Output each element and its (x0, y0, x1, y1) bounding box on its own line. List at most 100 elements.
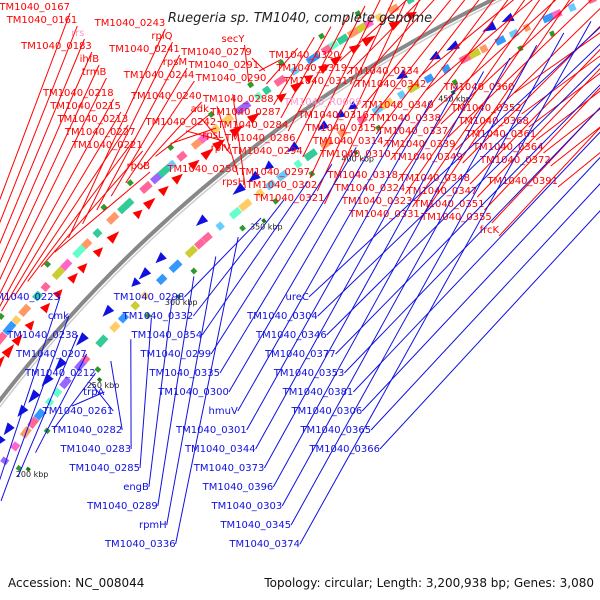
gene-callout[interactable]: TM1040_0349 (391, 0, 600, 164)
gene-callout[interactable]: TM1040_0314 (312, 0, 561, 148)
gene-callout[interactable]: rpoB (54, 161, 151, 253)
gene-label[interactable]: TM1040_0207 (15, 349, 87, 360)
gene-label[interactable]: TM1040_0284 (217, 120, 289, 131)
gene-label[interactable]: TM1040_0342 (355, 79, 427, 90)
gene-label[interactable]: TM1040_0213 (57, 114, 129, 125)
gene-callout[interactable]: TM1040_0243 (68, 18, 166, 239)
gene-label[interactable]: TM1040_0290 (195, 73, 267, 84)
gene-callout[interactable]: TM1040_0301 (175, 99, 433, 436)
gene-label[interactable]: TM1040_0288 (202, 94, 274, 105)
gene-label[interactable]: TM1040_0354 (131, 330, 203, 341)
gene-label[interactable]: TM1040_0238 (6, 330, 78, 341)
gene-callout[interactable]: TM1040_0320 (268, 0, 452, 62)
gene-label[interactable]: rpoB (127, 161, 151, 172)
gene-callout[interactable]: TM1040_0340 (362, 0, 600, 112)
gene-label[interactable]: TM1040_0261 (42, 406, 114, 417)
gene-label[interactable]: TM1040_0336 (104, 539, 176, 550)
gene-callout[interactable]: TM1040_0345 (219, 32, 565, 531)
gene-label[interactable]: TM1040_0346 (255, 330, 327, 341)
gene-callout[interactable]: TM1040_0377 (264, 0, 600, 360)
gene-label[interactable]: TM1040_0183 (20, 41, 92, 52)
gene-callout[interactable]: TM1040_0342 (355, 0, 600, 91)
gene-callout[interactable]: TM1040_0391 (486, 0, 600, 188)
gene-callout[interactable]: TM1040_0317 (283, 0, 488, 88)
gene-label[interactable]: TM1040_0365 (299, 425, 371, 436)
gene-callout[interactable]: TM1040_0289 (86, 276, 195, 512)
gene-callout[interactable]: TM1040_0285 (68, 317, 152, 474)
gene-label[interactable]: TM1040_0344 (184, 444, 256, 455)
gene-callout[interactable]: adk (155, 104, 210, 157)
gene-callout[interactable]: TM1040_0288 (202, 37, 315, 106)
gene-callout[interactable]: TM1040_0319 (275, 0, 470, 75)
gene-callout[interactable]: TM1040_0161 (0, 15, 78, 405)
gene-label[interactable]: TM1040_0289 (86, 501, 158, 512)
gene-callout[interactable]: TM1040_0299 (139, 163, 333, 360)
gene-callout[interactable]: TM1040_0331 (348, 0, 600, 221)
gene-label[interactable]: TM1040_0332 (122, 311, 194, 322)
gene-callout[interactable]: TM1040_0291 (187, 58, 282, 72)
gene-label[interactable]: TM1040_0240 (130, 91, 202, 102)
gene-label[interactable]: TM1040_0282 (51, 425, 123, 436)
gene-callout[interactable]: TM1040_0346 (255, 0, 600, 341)
gene-label[interactable]: TM1040_0352 (450, 103, 522, 114)
gene-callout[interactable]: TM1040_0335 (148, 147, 357, 379)
gene-label[interactable]: TM1040_0316 (297, 110, 369, 121)
gene-callout[interactable]: TM1040_0364 (472, 0, 600, 154)
gene-label[interactable]: TM1040_0310 (319, 149, 391, 160)
gene-callout[interactable]: cmk (0, 311, 70, 502)
gene-callout[interactable]: TM1040_0304 (246, 0, 600, 322)
gene-label[interactable]: trpA (83, 387, 104, 398)
gene-callout[interactable]: trmB (0, 67, 107, 342)
gene-label[interactable]: TM1040_0250 (166, 164, 238, 175)
gene-callout[interactable]: TM1040_0298 (113, 217, 262, 303)
gene-label[interactable]: TM1040_0396 (202, 482, 274, 493)
gene-label[interactable]: TM1040_0227 (64, 127, 136, 138)
gene-label[interactable]: TM1040_0360 (443, 82, 515, 93)
gene-callout[interactable]: frcK (480, 0, 600, 237)
gene-callout[interactable]: TM1040_0221 (40, 140, 144, 268)
gene-label[interactable]: TM1040_0242 (145, 117, 217, 128)
gene-label[interactable]: TM1040_0215 (49, 101, 121, 112)
gene-label[interactable]: TM1040_0317 (283, 76, 355, 87)
gene-label[interactable]: TM1040_0243 (94, 18, 166, 29)
gene-label[interactable]: TM1040_0348 (398, 173, 470, 184)
gene-callout[interactable]: TM1040_0240 (130, 91, 202, 170)
gene-label[interactable]: ureC (286, 292, 309, 303)
gene-label[interactable]: TM1040_0300 (157, 387, 229, 398)
gene-label[interactable]: rpmH (139, 520, 167, 531)
gene-callout[interactable]: TM1040_0344 (184, 85, 458, 456)
gene-callout[interactable]: TM1040_0396 (202, 57, 511, 493)
gene-callout[interactable]: TM1040_0354 (131, 181, 309, 341)
gene-label[interactable]: TM1040_0331 (348, 209, 420, 220)
gene-callout[interactable]: TM1040_0366 (308, 0, 600, 455)
gene-callout[interactable]: rplV (201, 118, 232, 155)
gene-label[interactable]: TM1040_0221 (71, 140, 143, 151)
gene-callout[interactable]: TM1040_0286 (224, 5, 366, 145)
gene-label[interactable]: TM1040_0334 (347, 66, 419, 77)
gene-callout[interactable]: TM1040_0250 (166, 106, 239, 176)
gene-callout[interactable]: TM1040_0261 (42, 382, 114, 417)
gene-callout[interactable]: TM1040_0218 (0, 88, 115, 327)
gene-callout[interactable]: TM1040_0294 (231, 0, 382, 158)
gene-label[interactable]: TM1040_0302 (246, 180, 318, 191)
gene-label[interactable]: TM1040_0304 (246, 311, 318, 322)
gene-label[interactable]: TM1040_0321 (253, 193, 325, 204)
gene-label[interactable]: ihfB (80, 54, 100, 65)
gene-label[interactable]: TM1040_0361 (465, 129, 537, 140)
gene-callout[interactable]: TM1040_0282 (51, 360, 123, 436)
gene-callout[interactable]: TM1040_0323 (341, 0, 600, 208)
gene-label[interactable]: TM1040_0338 (369, 113, 441, 124)
gene-label[interactable]: trmB (82, 67, 107, 78)
gene-callout[interactable]: TM1040_0365 (299, 0, 600, 436)
gene-callout[interactable]: TM1040_R0009 (283, 0, 506, 109)
gene-label[interactable]: TM1040_0306 (291, 406, 363, 417)
gene-callout[interactable]: trpA (71, 387, 105, 407)
gene-label[interactable]: rplV (211, 143, 231, 154)
gene-label[interactable]: TM1040_0315 (305, 123, 377, 134)
gene-label[interactable]: TM1040_0285 (68, 463, 140, 474)
gene-label[interactable]: TM1040_0353 (273, 368, 345, 379)
gene-label[interactable]: TM1040_0319 (275, 63, 347, 74)
gene-label[interactable]: TM1040_0244 (123, 70, 195, 81)
gene-label[interactable]: TM1040_0355 (420, 212, 492, 223)
gene-callout[interactable]: TM1040_0213 (14, 114, 129, 297)
